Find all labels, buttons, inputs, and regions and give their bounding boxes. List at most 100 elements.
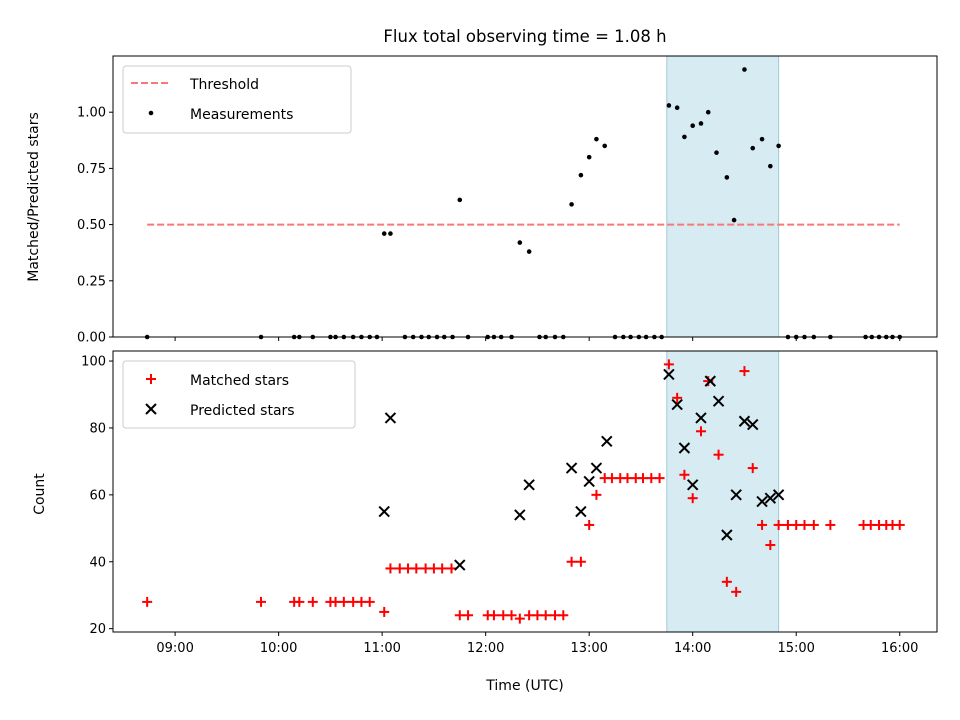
y-tick-label: 0.50 bbox=[77, 218, 106, 233]
matched-star-point bbox=[739, 366, 750, 377]
x-tick-label: 16:00 bbox=[881, 641, 918, 656]
bottom-predicted-points bbox=[378, 368, 785, 571]
observing-window-span bbox=[666, 350, 780, 633]
matched-star-point bbox=[256, 596, 267, 607]
matched-star-point bbox=[575, 556, 586, 567]
matched-star-point bbox=[721, 576, 732, 587]
measurement-point bbox=[690, 123, 695, 128]
matched-star-point bbox=[506, 610, 517, 621]
bottom-y-axis-label: Count bbox=[32, 473, 48, 515]
matched-star-point bbox=[663, 359, 674, 370]
predicted-star-point bbox=[678, 442, 691, 454]
measurement-point bbox=[569, 202, 574, 207]
predicted-star-point bbox=[764, 492, 777, 504]
predicted-star-point bbox=[772, 489, 785, 501]
top-x-ticks bbox=[174, 337, 901, 341]
y-tick-label: 80 bbox=[89, 421, 106, 436]
predicted-star-point bbox=[695, 412, 707, 424]
top-legend: Threshold Measurements bbox=[122, 65, 352, 134]
legend-threshold-label: Threshold bbox=[189, 77, 259, 93]
matched-star-point bbox=[591, 489, 602, 500]
measurement-point bbox=[381, 231, 387, 236]
predicted-star-point bbox=[565, 462, 578, 474]
matched-star-point bbox=[566, 556, 577, 567]
matched-star-point bbox=[799, 519, 810, 530]
predicted-star-point bbox=[756, 495, 768, 508]
matched-star-point bbox=[364, 596, 375, 607]
y-tick-label: 60 bbox=[89, 488, 106, 503]
matched-star-point bbox=[437, 563, 448, 574]
x-tick-label: 15:00 bbox=[777, 641, 814, 656]
predicted-star-point bbox=[454, 559, 466, 571]
matched-star-point bbox=[894, 519, 905, 530]
predicted-star-point bbox=[663, 368, 675, 381]
matched-star-point bbox=[825, 519, 836, 530]
x-tick-label: 12:00 bbox=[467, 641, 504, 656]
bottom-x-axis: 09:00 10:00 11:00 12:00 13:00 14:00 15:00 16:00 bbox=[156, 632, 918, 656]
legend-measurements-label: Measurements bbox=[190, 107, 293, 123]
measurement-point bbox=[594, 136, 599, 142]
y-tick-label: 20 bbox=[89, 622, 106, 637]
predicted-star-point bbox=[601, 435, 613, 448]
bottom-matched-points bbox=[142, 359, 905, 624]
bottom-legend-box bbox=[122, 360, 356, 429]
legend-matched-label: Matched stars bbox=[190, 373, 289, 389]
measurement-point bbox=[666, 103, 672, 108]
predicted-star-point bbox=[514, 509, 526, 521]
top-y-axis-label: Matched/Predicted stars bbox=[26, 112, 42, 282]
observing-window-span bbox=[666, 55, 780, 338]
matched-star-point bbox=[142, 596, 153, 607]
predicted-star-point bbox=[384, 412, 397, 424]
y-tick-label: 0.00 bbox=[77, 331, 106, 346]
predicted-star-point bbox=[575, 505, 587, 518]
measurement-point bbox=[750, 145, 756, 151]
predicted-star-point bbox=[712, 395, 725, 407]
top-legend-box bbox=[122, 65, 352, 134]
measurement-point bbox=[602, 143, 608, 149]
matched-star-point bbox=[687, 493, 698, 504]
matched-star-point bbox=[540, 610, 551, 621]
matched-star-point bbox=[463, 610, 474, 621]
legend-predicted-swatch bbox=[145, 403, 157, 415]
legend-matched-swatch bbox=[146, 374, 156, 384]
measurement-point bbox=[705, 109, 711, 115]
x-tick-label: 11:00 bbox=[363, 641, 400, 656]
bottom-legend: Matched stars Predicted stars bbox=[122, 360, 356, 429]
matched-star-point bbox=[338, 596, 349, 607]
matched-star-point bbox=[379, 606, 390, 617]
measurement-point bbox=[457, 197, 463, 203]
measurement-point bbox=[731, 217, 737, 223]
predicted-star-point bbox=[721, 529, 733, 541]
matched-star-point bbox=[679, 469, 690, 480]
measurement-point bbox=[526, 249, 532, 254]
top-axes-frame bbox=[112, 55, 938, 338]
measurement-point bbox=[586, 154, 592, 160]
bottom-highlight-span bbox=[666, 350, 780, 633]
bottom-y-axis: 20 40 60 80 100 bbox=[81, 355, 113, 637]
matched-star-point bbox=[654, 473, 665, 484]
matched-star-point bbox=[808, 519, 819, 530]
measurement-point bbox=[698, 121, 704, 126]
y-tick-label: 1.00 bbox=[77, 106, 106, 121]
measurement-point bbox=[759, 136, 765, 142]
measurement-point bbox=[674, 105, 680, 111]
matched-star-point bbox=[695, 426, 706, 437]
top-y-axis: 0.00 0.25 0.50 0.75 1.00 bbox=[77, 106, 113, 346]
y-tick-label: 100 bbox=[81, 355, 106, 370]
matched-star-point bbox=[747, 463, 758, 474]
bottom-axes-frame bbox=[112, 350, 938, 633]
matched-star-point bbox=[294, 596, 305, 607]
matched-star-point bbox=[446, 563, 457, 574]
predicted-star-point bbox=[590, 462, 603, 474]
matched-star-point bbox=[385, 563, 396, 574]
predicted-star-point bbox=[523, 479, 535, 491]
matched-star-point bbox=[411, 563, 422, 574]
matched-star-point bbox=[307, 596, 318, 607]
top-chart-title: Flux total observing time = 1.08 h bbox=[383, 27, 666, 46]
measurement-point bbox=[714, 150, 719, 155]
matched-star-point bbox=[672, 392, 683, 403]
predicted-star-point bbox=[686, 479, 699, 491]
measurement-point bbox=[768, 163, 773, 169]
bottom-panel: 20 40 60 80 100 09:00 10:00 11:00 12:00 13:00 14:… bbox=[32, 350, 938, 694]
matched-star-point bbox=[558, 610, 569, 621]
